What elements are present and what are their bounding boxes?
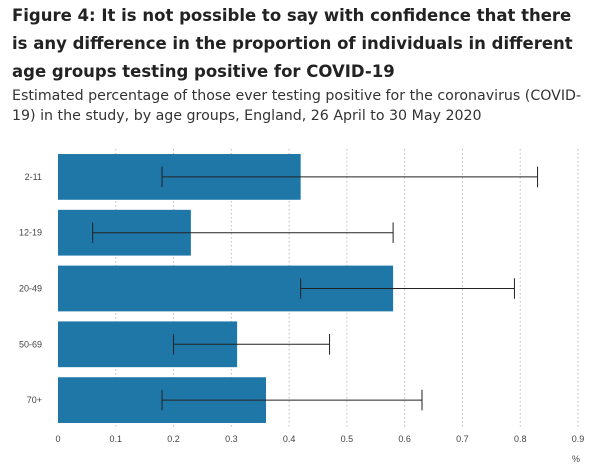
x-tick-label: 0 [55,434,60,444]
error-bars [92,166,539,411]
chart-subtitle: Estimated percentage of those ever testi… [12,88,582,124]
category-label: 20-49 [19,284,42,294]
x-tick-label: 0.4 [283,434,296,444]
error-bar-70+ [161,389,423,411]
x-tick-label: 0.1 [110,434,123,444]
x-unit-label: % [572,454,580,464]
x-tick-label: 0.7 [456,434,469,444]
x-tick-label: 0.6 [398,434,411,444]
x-tick-label: 0.8 [514,434,527,444]
category-label: 12-19 [19,228,42,238]
error-bar-50-69 [173,334,331,355]
chart-title: Figure 4: It is not possible to say with… [12,6,573,81]
category-label: 2-11 [25,172,42,182]
error-bar-12-19 [92,222,394,243]
x-axis: 0 0.1 0.2 0.3 0.4 0.5 0.6 0.7 0.8 0.9 [55,434,584,444]
x-tick-label: 0.5 [341,434,354,444]
x-tick-label: 0.2 [167,434,180,444]
category-label: 70+ [27,395,42,405]
x-tick-label: 0.9 [572,434,585,444]
category-labels: 2-11 12-19 20-49 50-69 70+ [19,172,42,405]
error-bar-20-49 [300,278,515,299]
error-bar-2-11 [161,166,539,188]
category-label: 50-69 [19,339,42,349]
x-tick-label: 0.3 [225,434,238,444]
